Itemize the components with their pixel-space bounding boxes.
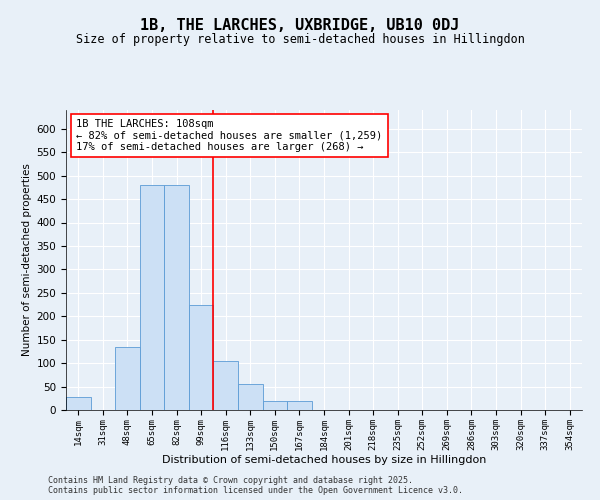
Bar (287, 400, 312, 410)
Bar (66, 397, 91, 410)
Text: Contains HM Land Registry data © Crown copyright and database right 2025.
Contai: Contains HM Land Registry data © Crown c… (48, 476, 463, 495)
Y-axis label: Number of semi-detached properties: Number of semi-detached properties (22, 164, 32, 356)
X-axis label: Distribution of semi-detached houses by size in Hillingdon: Distribution of semi-detached houses by … (162, 456, 486, 466)
Bar (214, 361, 238, 410)
Bar (115, 346, 140, 410)
Bar (189, 304, 214, 410)
Bar (164, 185, 189, 410)
Text: 1B THE LARCHES: 108sqm
← 82% of semi-detached houses are smaller (1,259)
17% of : 1B THE LARCHES: 108sqm ← 82% of semi-det… (76, 119, 383, 152)
Text: 1B, THE LARCHES, UXBRIDGE, UB10 0DJ: 1B, THE LARCHES, UXBRIDGE, UB10 0DJ (140, 18, 460, 32)
Bar (263, 400, 287, 410)
Text: Size of property relative to semi-detached houses in Hillingdon: Size of property relative to semi-detach… (76, 32, 524, 46)
Bar (140, 185, 164, 410)
Bar (238, 384, 263, 410)
